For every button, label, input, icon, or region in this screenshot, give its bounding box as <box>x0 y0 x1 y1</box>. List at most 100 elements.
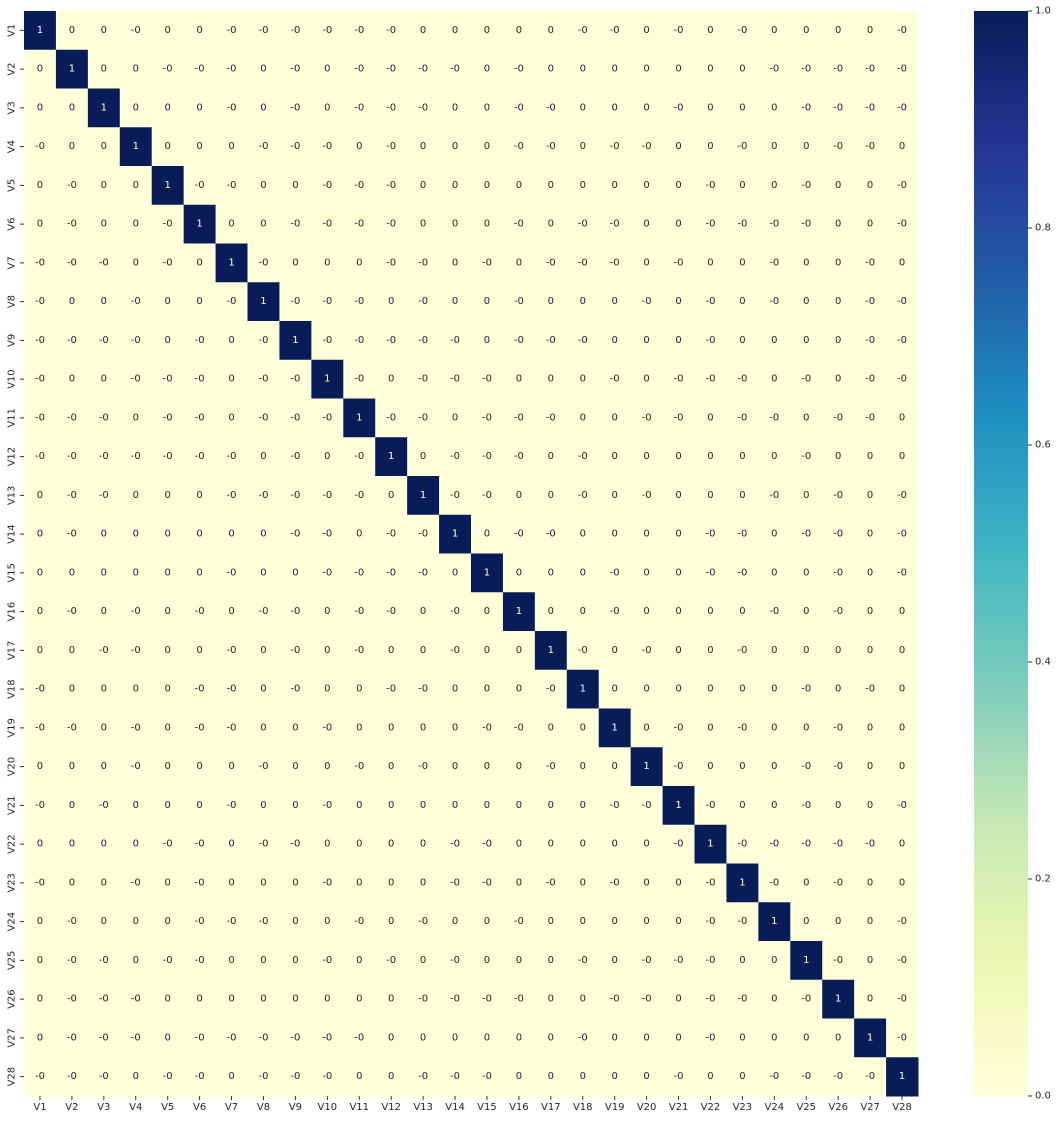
heatmap-cell-V5-V23 <box>726 166 759 206</box>
heatmap-cell-V4-V9 <box>279 127 312 167</box>
cell-label-V11-V1: -0 <box>35 412 45 423</box>
heatmap-cell-V22-V24 <box>758 824 791 864</box>
cell-label-V9-V20: 0 <box>643 335 649 346</box>
heatmap-cell-V28-V22 <box>694 1057 727 1097</box>
cell-label-V8-V11: -0 <box>354 296 364 307</box>
heatmap-cell-V2-V15 <box>471 49 504 89</box>
heatmap-cell-V10-V19 <box>598 359 632 399</box>
cell-label-V24-V12: 0 <box>388 916 394 927</box>
heatmap-cell-V17-V14 <box>439 631 472 671</box>
cell-label-V18-V10: 0 <box>324 684 330 695</box>
cell-label-V5-V4: 0 <box>133 180 139 191</box>
heatmap-cell-V6-V7 <box>215 204 248 244</box>
cell-label-V15-V4: 0 <box>133 567 139 578</box>
cell-label-V28-V22: 0 <box>707 1071 713 1082</box>
cell-label-V4-V2: 0 <box>69 141 75 152</box>
cell-label-V23-V4: -0 <box>131 877 141 888</box>
cell-label-V22-V27: -0 <box>865 839 875 850</box>
cell-label-V18-V28: 0 <box>899 684 905 695</box>
cell-label-V4-V19: -0 <box>610 141 620 152</box>
heatmap-cell-V24-V6 <box>183 902 217 942</box>
heatmap-cell-V10-V24 <box>758 359 791 399</box>
cell-label-V12-V22: 0 <box>707 451 713 462</box>
heatmap-cell-V10-V16 <box>502 359 536 399</box>
heatmap-cell-V23-V16 <box>502 863 536 903</box>
cell-label-V22-V3: 0 <box>101 839 107 850</box>
heatmap-cell-V7-V25 <box>790 243 823 283</box>
heatmap-cell-V19-V11 <box>343 708 376 748</box>
cell-label-V26-V25: -0 <box>801 994 811 1005</box>
heatmap-cell-V3-V21 <box>662 88 695 128</box>
cell-label-V17-V20: -0 <box>642 645 652 656</box>
x-tick-label-V10: V10 <box>318 1102 338 1113</box>
heatmap-cell-V2-V7 <box>215 49 248 89</box>
cell-label-V16-V3: 0 <box>101 606 107 617</box>
cell-label-V16-V19: -0 <box>610 606 620 617</box>
heatmap-cell-V10-V14 <box>439 359 472 399</box>
heatmap-cell-V6-V4 <box>119 204 153 244</box>
heatmap-cell-V13-V18 <box>566 476 600 516</box>
cell-label-V26-V22: -0 <box>705 994 715 1005</box>
heatmap-cell-V16-V18 <box>566 592 600 632</box>
heatmap-cell-V28-V12 <box>375 1057 408 1097</box>
cell-label-V12-V27: 0 <box>867 451 873 462</box>
cell-label-V7-V9: 0 <box>292 257 298 268</box>
y-tick-label-V11: V11 <box>7 408 18 428</box>
heatmap-cell-V8-V22 <box>694 282 727 322</box>
cell-label-V25-V15: 0 <box>484 955 490 966</box>
x-tick-label-V28: V28 <box>892 1102 912 1113</box>
cell-label-V8-V22: -0 <box>705 296 715 307</box>
heatmap-cell-V27-V4 <box>119 1018 153 1058</box>
heatmap-cell-V27-V16 <box>502 1018 536 1058</box>
cell-label-V21-V24: 0 <box>771 800 777 811</box>
cell-label-V3-V12: -0 <box>386 102 396 113</box>
cell-label-V16-V2: -0 <box>67 606 77 617</box>
heatmap-cell-V24-V11 <box>343 902 376 942</box>
heatmap-cell-V12-V16 <box>502 437 536 477</box>
cell-label-V22-V13: 0 <box>420 839 426 850</box>
cell-label-V8-V19: 0 <box>611 296 617 307</box>
x-tick-label-V27: V27 <box>860 1102 880 1113</box>
cell-label-V13-V5: 0 <box>164 490 170 501</box>
heatmap-cell-V19-V16 <box>502 708 536 748</box>
cell-label-V18-V14: 0 <box>452 684 458 695</box>
heatmap-cell-V17-V13 <box>407 631 440 671</box>
heatmap-cell-V28-V2 <box>55 1057 89 1097</box>
cell-label-V16-V20: 0 <box>643 606 649 617</box>
heatmap-cell-V10-V10 <box>311 359 344 399</box>
heatmap-cell-V12-V15 <box>471 437 504 477</box>
cell-label-V24-V14: 0 <box>452 916 458 927</box>
x-axis: V1 V2 V3 V4 V5 V6 V7 V8 V9 V10 V11 V12 V13 V14 V15 V16 V… <box>33 1096 912 1113</box>
heatmap-cell-V27-V13 <box>407 1018 440 1058</box>
heatmap-cell-V28-V1 <box>24 1057 57 1097</box>
cell-label-V18-V1: -0 <box>35 684 45 695</box>
cell-label-V25-V24: 0 <box>771 955 777 966</box>
heatmap-cell-V28-V10 <box>311 1057 344 1097</box>
heatmap-cell-V26-V12 <box>375 979 408 1019</box>
cell-label-V27-V1: 0 <box>37 1032 43 1043</box>
cell-label-V20-V22: 0 <box>707 761 713 772</box>
cell-label-V24-V3: 0 <box>101 916 107 927</box>
cell-label-V28-V1: -0 <box>35 1071 45 1082</box>
heatmap-cell-V27-V2 <box>55 1018 89 1058</box>
heatmap-cell-V3-V27 <box>854 88 887 128</box>
heatmap-cell-V4-V26 <box>822 127 855 167</box>
cell-label-V13-V9: -0 <box>290 490 300 501</box>
heatmap-cell-V28-V14 <box>439 1057 472 1097</box>
heatmap-cell-V21-V10 <box>311 786 344 826</box>
heatmap-cell-V25-V17 <box>534 941 568 981</box>
cell-label-V18-V6: -0 <box>195 684 205 695</box>
cell-label-V8-V3: 0 <box>101 296 107 307</box>
heatmap-cell-V26-V4 <box>119 979 153 1019</box>
cell-label-V17-V25: 0 <box>803 645 809 656</box>
heatmap-cell-V21-V9 <box>279 786 312 826</box>
cell-label-V25-V3: -0 <box>99 955 109 966</box>
heatmap-cell-V28-V11 <box>343 1057 376 1097</box>
heatmap-cell-V13-V23 <box>726 476 759 516</box>
cell-label-V5-V14: 0 <box>452 180 458 191</box>
cell-label-V13-V10: -0 <box>322 490 332 501</box>
heatmap-cell-V17-V25 <box>790 631 823 671</box>
cell-label-V18-V9: -0 <box>290 684 300 695</box>
heatmap-cell-V6-V10 <box>311 204 344 244</box>
heatmap-cell-V13-V20 <box>630 476 664 516</box>
